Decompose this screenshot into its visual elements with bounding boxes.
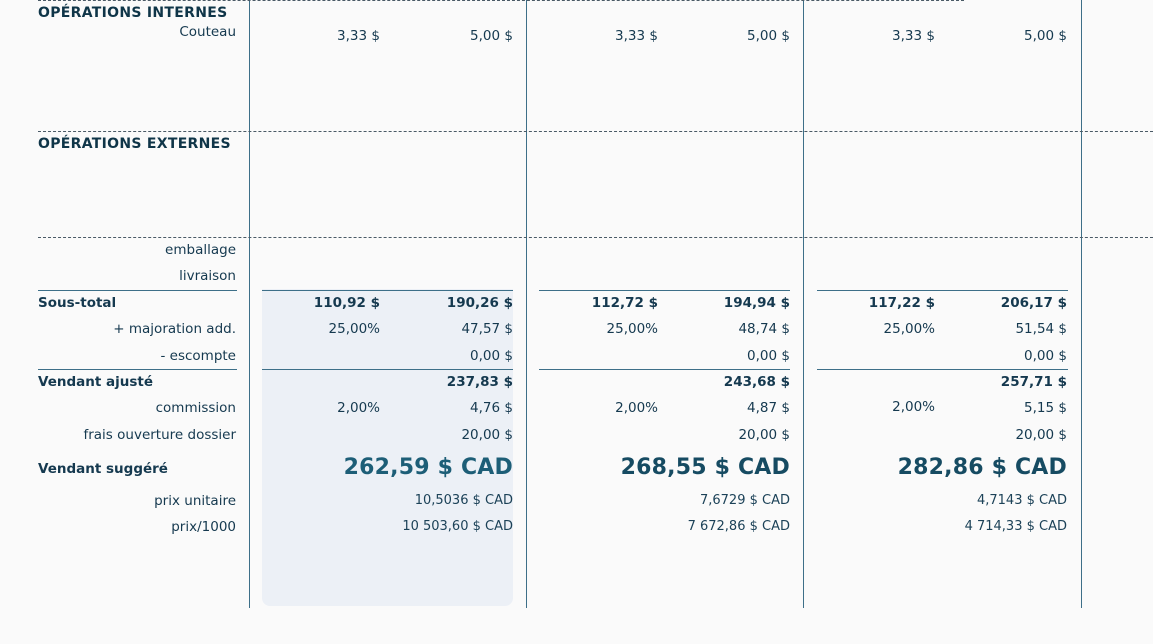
frais-amount: 20,00 $: [461, 427, 513, 443]
majoration-percent[interactable]: 25,00%: [606, 321, 658, 337]
prix-unitaire-amount: 4,7143 $ CAD: [976, 493, 1067, 508]
column-separator: [526, 0, 527, 608]
row-label-vendant-ajuste: Vendant ajusté: [38, 374, 154, 390]
vendant-ajuste-amount: 257,71 $: [1000, 374, 1067, 390]
escompte-amount[interactable]: 0,00 $: [1024, 348, 1067, 364]
commission-amount: 4,76 $: [470, 400, 513, 416]
couteau-cost-a: 3,33 $: [892, 28, 935, 44]
row-label-sous-total: Sous-total: [38, 295, 117, 311]
vendant-ajuste-amount: 243,68 $: [723, 374, 790, 390]
sous-total-b: 194,94 $: [723, 295, 790, 311]
sous-total-a: 117,22 $: [868, 295, 935, 311]
couteau-cost-b: 5,00 $: [470, 28, 513, 44]
row-label-escompte: - escompte: [160, 348, 236, 364]
sous-total-a: 110,92 $: [313, 295, 380, 311]
commission-percent[interactable]: 2,00%: [892, 399, 935, 415]
section-divider: [38, 131, 1153, 132]
majoration-percent[interactable]: 25,00%: [328, 321, 380, 337]
majoration-percent[interactable]: 25,00%: [883, 321, 935, 337]
row-label-majoration: + majoration add.: [113, 321, 236, 337]
column-separator: [249, 0, 250, 608]
column-rule: [817, 290, 1068, 291]
frais-amount: 20,00 $: [1015, 427, 1067, 443]
prix-1000-amount: 10 503,60 $ CAD: [402, 519, 513, 534]
label-rule: [38, 369, 237, 370]
section-title-internal: OPÉRATIONS INTERNES: [38, 5, 228, 21]
column-rule: [262, 369, 513, 370]
escompte-amount[interactable]: 0,00 $: [747, 348, 790, 364]
couteau-cost-b: 5,00 $: [1024, 28, 1067, 44]
vendant-suggere-amount: 262,59 $ CAD: [343, 455, 513, 480]
vendant-suggere-amount: 268,55 $ CAD: [620, 455, 790, 480]
prix-unitaire-amount: 7,6729 $ CAD: [699, 493, 790, 508]
vendant-suggere-amount: 282,86 $ CAD: [897, 455, 1067, 480]
couteau-cost-a: 3,33 $: [337, 28, 380, 44]
sous-total-a: 112,72 $: [591, 295, 658, 311]
label-rule: [38, 290, 237, 291]
section-divider: [38, 0, 964, 1]
couteau-cost-b: 5,00 $: [747, 28, 790, 44]
column-rule: [539, 290, 790, 291]
escompte-amount[interactable]: 0,00 $: [470, 348, 513, 364]
majoration-amount: 47,57 $: [461, 321, 513, 337]
section-divider: [38, 237, 1153, 238]
frais-amount: 20,00 $: [738, 427, 790, 443]
column-rule: [262, 290, 513, 291]
majoration-amount: 51,54 $: [1015, 321, 1067, 337]
commission-percent[interactable]: 2,00%: [615, 400, 658, 416]
row-label-couteau: Couteau: [179, 24, 236, 40]
prix-1000-amount: 7 672,86 $ CAD: [687, 519, 790, 534]
column-rule: [817, 369, 1068, 370]
commission-amount: 4,87 $: [747, 400, 790, 416]
prix-1000-amount: 4 714,33 $ CAD: [964, 519, 1067, 534]
couteau-cost-a: 3,33 $: [615, 28, 658, 44]
sous-total-b: 190,26 $: [446, 295, 513, 311]
commission-amount: 5,15 $: [1024, 400, 1067, 416]
row-label-prix-unitaire: prix unitaire: [154, 493, 236, 509]
majoration-amount: 48,74 $: [738, 321, 790, 337]
row-label-vendant-suggere: Vendant suggéré: [38, 461, 168, 477]
vendant-ajuste-amount: 237,83 $: [446, 374, 513, 390]
selected-column-highlight: [262, 289, 513, 606]
section-title-external: OPÉRATIONS EXTERNES: [38, 136, 231, 152]
sous-total-b: 206,17 $: [1000, 295, 1067, 311]
commission-percent[interactable]: 2,00%: [337, 400, 380, 416]
column-separator: [803, 0, 804, 608]
row-label-emballage: emballage: [165, 242, 236, 258]
column-rule: [539, 369, 790, 370]
column-separator: [1081, 0, 1082, 608]
row-label-livraison: livraison: [179, 268, 236, 284]
row-label-commission: commission: [155, 400, 236, 416]
prix-unitaire-amount: 10,5036 $ CAD: [414, 493, 513, 508]
row-label-frais: frais ouverture dossier: [83, 427, 236, 443]
row-label-prix-1000: prix/1000: [171, 519, 236, 535]
